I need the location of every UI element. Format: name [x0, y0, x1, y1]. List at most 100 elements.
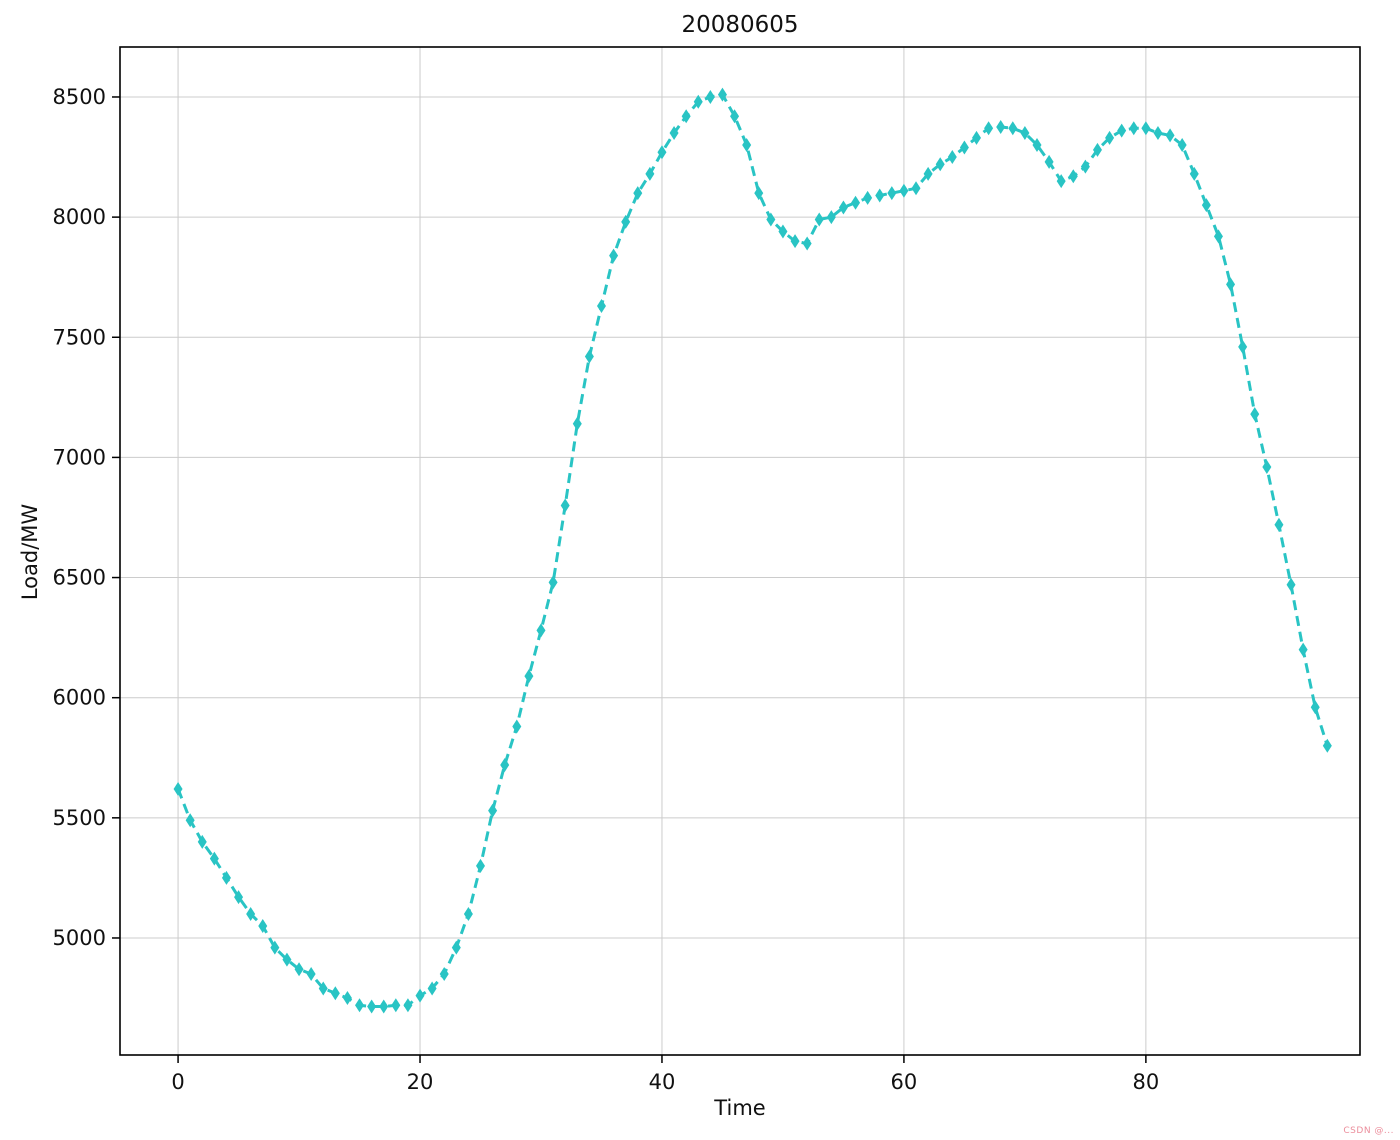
data-point-marker	[681, 109, 691, 124]
data-point-marker	[1213, 229, 1223, 244]
x-tick-label: 40	[649, 1070, 676, 1094]
data-point-marker	[596, 299, 606, 314]
data-point-marker	[1044, 154, 1054, 169]
data-point-marker	[693, 94, 703, 109]
data-point-marker	[1310, 700, 1320, 715]
data-point-marker	[379, 999, 389, 1014]
data-point-marker	[778, 224, 788, 239]
watermark: CSDN @...	[1343, 1126, 1394, 1136]
x-tick-label: 60	[891, 1070, 918, 1094]
y-tick-label: 6500	[53, 566, 106, 590]
data-point-marker	[1165, 128, 1175, 143]
data-point-marker	[282, 952, 292, 967]
data-point-marker	[754, 186, 764, 201]
data-point-marker	[851, 195, 861, 210]
data-point-marker	[1105, 130, 1115, 145]
data-point-marker	[1274, 517, 1284, 532]
data-point-marker	[826, 210, 836, 225]
data-point-marker	[657, 145, 667, 160]
data-point-marker	[1020, 126, 1030, 141]
data-point-marker	[814, 212, 824, 227]
x-tick-label: 0	[171, 1070, 184, 1094]
data-point-marker	[355, 998, 365, 1013]
data-point-marker	[330, 986, 340, 1001]
data-point-marker	[584, 349, 594, 364]
data-point-marker	[1189, 166, 1199, 181]
data-point-marker	[234, 890, 244, 905]
data-point-marker	[221, 870, 231, 885]
data-point-marker	[367, 999, 377, 1014]
y-tick-label: 8000	[53, 205, 106, 229]
data-point-marker	[923, 166, 933, 181]
data-point-marker	[197, 834, 207, 849]
data-point-marker	[1032, 138, 1042, 153]
data-point-marker	[391, 998, 401, 1013]
data-point-marker	[318, 981, 328, 996]
data-point-marker	[1056, 174, 1066, 189]
data-point-marker	[536, 623, 546, 638]
data-point-marker	[875, 188, 885, 203]
data-point-marker	[209, 851, 219, 866]
data-point-marker	[705, 89, 715, 104]
x-tick-label: 20	[407, 1070, 434, 1094]
data-point-marker	[270, 940, 280, 955]
data-point-marker	[548, 575, 558, 590]
data-point-marker	[766, 212, 776, 227]
data-point-marker	[1177, 138, 1187, 153]
y-tick-label: 7500	[53, 325, 106, 349]
data-point-marker	[609, 248, 619, 263]
data-point-marker	[838, 200, 848, 215]
data-point-marker	[1201, 198, 1211, 213]
data-point-marker	[887, 186, 897, 201]
data-point-marker	[790, 234, 800, 249]
data-point-marker	[476, 858, 486, 873]
data-point-marker	[947, 150, 957, 165]
data-point-marker	[863, 190, 873, 205]
data-point-marker	[633, 186, 643, 201]
data-point-marker	[524, 669, 534, 684]
data-point-marker	[972, 130, 982, 145]
x-axis-label: Time	[714, 1096, 766, 1120]
y-tick-label: 5500	[53, 806, 106, 830]
data-point-marker	[306, 967, 316, 982]
data-point-marker	[911, 181, 921, 196]
data-point-marker	[185, 813, 195, 828]
data-point-marker	[669, 126, 679, 141]
data-point-marker	[294, 962, 304, 977]
y-tick-label: 6000	[53, 686, 106, 710]
data-point-marker	[451, 940, 461, 955]
data-point-marker	[959, 140, 969, 155]
data-point-marker	[1129, 121, 1139, 136]
data-point-marker	[246, 906, 256, 921]
data-point-marker	[1068, 169, 1078, 184]
data-point-marker	[500, 757, 510, 772]
data-point-marker	[572, 416, 582, 431]
data-point-marker	[1238, 339, 1248, 354]
data-point-marker	[1322, 738, 1332, 753]
data-point-marker	[1080, 159, 1090, 174]
data-point-marker	[1117, 123, 1127, 138]
data-point-marker	[1008, 121, 1018, 136]
chart-title: 20080605	[681, 12, 799, 38]
data-point-marker	[439, 967, 449, 982]
data-point-marker	[342, 991, 352, 1006]
data-point-marker	[1298, 642, 1308, 657]
data-point-marker	[1262, 460, 1272, 475]
data-point-marker	[996, 120, 1006, 135]
data-point-marker	[802, 236, 812, 251]
x-tick-label: 80	[1133, 1070, 1160, 1094]
y-tick-label: 7000	[53, 445, 106, 469]
data-point-marker	[560, 498, 570, 513]
data-point-marker	[1153, 126, 1163, 141]
data-point-marker	[621, 214, 631, 229]
data-point-marker	[415, 988, 425, 1003]
data-point-marker	[258, 918, 268, 933]
data-point-marker	[935, 157, 945, 172]
load-series-line	[176, 92, 1329, 1008]
data-point-marker	[984, 121, 994, 136]
data-point-marker	[1250, 407, 1260, 422]
y-tick-label: 8500	[53, 85, 106, 109]
data-point-marker	[488, 803, 498, 818]
data-point-marker	[645, 166, 655, 181]
